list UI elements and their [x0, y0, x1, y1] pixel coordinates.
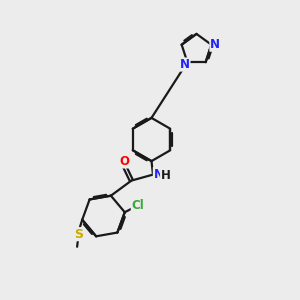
Text: N: N [180, 58, 190, 71]
Text: O: O [119, 155, 129, 168]
Text: Cl: Cl [131, 199, 144, 212]
Text: N: N [210, 38, 220, 51]
Text: H: H [161, 169, 170, 182]
Text: S: S [74, 228, 83, 241]
Text: N: N [153, 167, 164, 181]
